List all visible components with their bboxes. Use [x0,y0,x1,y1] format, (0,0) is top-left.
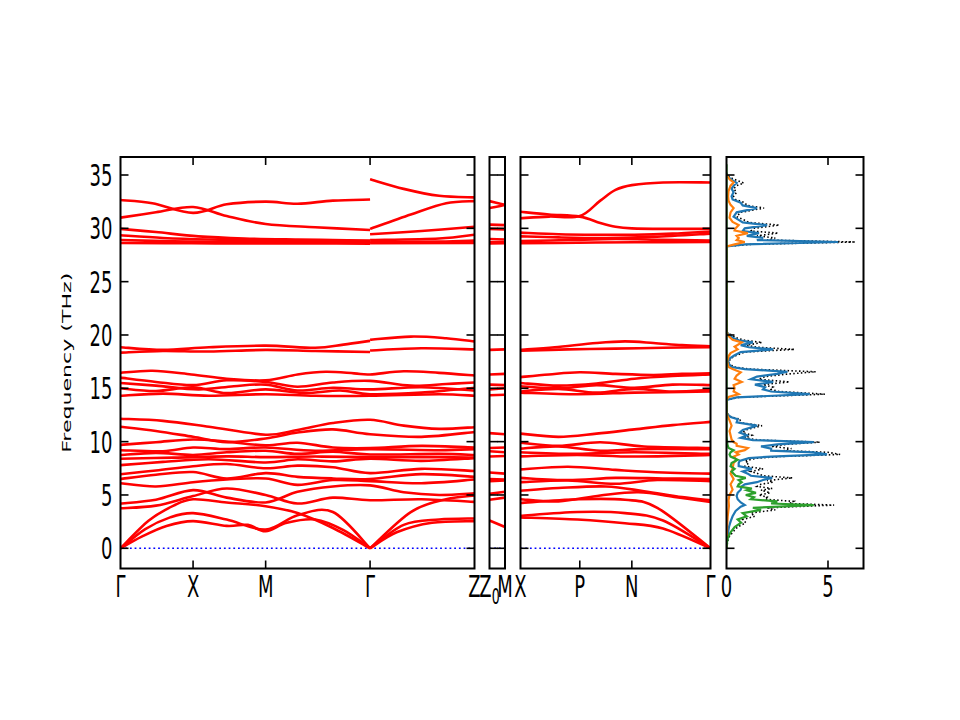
dos-panel: 05 [721,157,864,604]
x-tick-label: N [625,569,638,604]
phonon-band-line [370,201,474,229]
band-panel-G-X-M-G-Z: 05101520253035ΓXMΓZ [90,157,481,604]
phonon-band-line [490,448,506,449]
dos-panel-content [727,164,856,548]
phonon-band-line [490,492,506,494]
phonon-band-line [521,392,711,395]
phonon-band-line [121,472,475,479]
phonon-band-line [490,451,506,452]
phonon-band-line [490,473,506,474]
band-panel-X-P-N-G: XPNΓ [514,157,715,604]
band-panel-Z0-M-content [490,201,506,548]
phonon-band-line [521,422,711,437]
phonon-band-line [490,395,506,396]
phonon-band-line [121,378,475,387]
phonon-band-line [121,243,371,244]
phonon-band-line [121,478,475,486]
phonon-band-line [370,235,474,240]
phonon-band-line [121,440,475,449]
x-tick-label: M [258,569,274,604]
phonon-band-line [490,498,506,500]
y-tick-label: 30 [90,211,113,246]
phonon-band-line [521,242,711,243]
band-panel-Z0-M-frame [490,157,506,569]
phonon-band-line [490,239,506,240]
phonon-band-line [490,433,506,434]
phonon-band-line [370,337,474,342]
x-tick-label: 0 [721,569,732,604]
band-panel-X-P-N-G-frame [521,157,711,569]
phonon-band-line [521,517,711,548]
phonon-band-line [490,374,506,375]
phonon-band-line [521,212,711,229]
phonon-band-line [521,452,711,454]
phonon-band-line [490,521,506,527]
phonon-band-line [521,492,711,502]
phonon-band-line [521,467,711,474]
x-tick-label: M [497,569,513,604]
phonon-band-line [521,182,711,218]
phonon-band-line [370,348,474,350]
phonon-band-line [370,241,474,242]
phonon-band-line [121,447,475,451]
phonon-band-line [370,179,474,197]
phonon-band-line [370,227,474,234]
phonon-band-line [490,349,506,350]
y-tick-label: 0 [101,531,112,566]
y-tick-label: 15 [90,371,113,406]
phonon-band-line [121,341,371,350]
x-tick-label: P [574,569,585,604]
phonon-band-line [521,480,711,484]
y-tick-label: 10 [90,425,113,460]
x-tick-label: Γ [705,569,715,604]
phonon-band-line [490,225,506,226]
phonon-band-line [121,350,371,353]
phonon-band-line [490,456,506,457]
x-tick-label: X [514,569,526,604]
x-tick-label: 5 [822,569,833,604]
phonon-band-line [121,207,371,230]
band-panel-Z0-M: Z0M [479,157,512,609]
y-tick-label: 35 [90,158,113,193]
dos-proj-blue-line [727,173,839,548]
phonon-band-line [521,455,711,457]
phonon-band-dos-figure: 05101520253035ΓXMΓZZ0MXPNΓ05Frequency (T… [0,0,960,720]
y-tick-label: 25 [90,265,113,300]
phonon-band-line [490,479,506,480]
x-tick-label: Γ [115,569,125,604]
band-panel-X-P-N-G-content [521,182,711,548]
phonon-band-line [490,385,506,386]
y-axis-label: Frequency (THz) [59,273,74,453]
phonon-band-line [121,458,475,465]
phonon-band-line [490,205,506,208]
phonon-plot-svg: 05101520253035ΓXMΓZZ0MXPNΓ05Frequency (T… [0,0,960,720]
phonon-band-line [121,394,475,396]
y-tick-label: 20 [90,318,113,353]
x-tick-label: X [187,569,199,604]
y-tick-label: 5 [101,478,112,513]
band-panel-G-X-M-G-Z-content [121,179,475,548]
phonon-band-line [121,371,475,381]
x-tick-label: Γ [365,569,375,604]
